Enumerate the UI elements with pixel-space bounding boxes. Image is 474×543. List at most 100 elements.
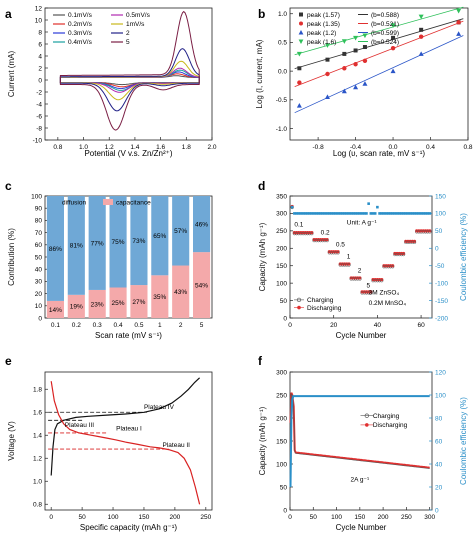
chart-d-point-efficiency (336, 212, 340, 215)
chart-d-rate-label: 5 (366, 282, 370, 289)
chart-d-point-efficiency (310, 212, 314, 215)
chart-d-point-efficiency (325, 212, 329, 215)
chart-f-y2tick-label: 40 (435, 461, 443, 468)
chart-d-point-charge (401, 252, 406, 257)
chart-e-ytick-label: 1.6 (33, 410, 42, 417)
chart-d-point-efficiency (303, 212, 307, 215)
chart-d-point-efficiency (345, 212, 349, 215)
chart-f-legend-label: Discharging (373, 422, 408, 429)
chart-a-plot-frame (44, 7, 213, 141)
chart-c-xtick-label: 0.3 (93, 322, 102, 329)
chart-b-point (362, 58, 368, 63)
chart-e-plateau-label: Plateau IV (144, 404, 175, 411)
chart-d-point-efficiency (369, 212, 373, 215)
chart-b-x-axis-label: Log (υ, scan rate, mV s⁻¹) (333, 149, 426, 158)
chart-c-data-label: 81% (70, 243, 83, 250)
chart-b-point (353, 62, 358, 67)
chart-f-xtick-label: 250 (401, 514, 412, 521)
chart-d-point-efficiency (317, 212, 320, 215)
chart-b-xtick-label: 0.8 (463, 144, 472, 151)
chart-f-discharge-line (289, 392, 430, 469)
chart-d-point-efficiency (417, 212, 421, 215)
chart-f: 0 50 100 150 200 250 3000501001502002503000204… (258, 369, 468, 532)
chart-c-xtick-label: 0.5 (134, 322, 143, 329)
chart-d-point-efficiency (395, 212, 399, 215)
chart-b-ytick-label: 0.5 (278, 40, 287, 47)
chart-c-xtick-label: 0.4 (114, 322, 123, 329)
chart-a-ytick-label: -10 (33, 137, 43, 144)
chart-d-point-efficiency (319, 212, 322, 215)
chart-a-x-axis-label: Potential (V v.s. Zn/Zn²⁺) (84, 149, 172, 158)
chart-b-fit-line (294, 18, 464, 70)
chart-e-xtick-label: 0 (49, 514, 53, 521)
chart-a-ytick-label: 4 (38, 53, 42, 60)
chart-a-xtick-label: 1.2 (105, 144, 114, 151)
chart-b-point (456, 31, 462, 36)
chart-d-point-charge (358, 277, 362, 281)
chart-b-fit-line (294, 35, 464, 114)
chart-c-bar-capacitance (130, 285, 148, 318)
chart-b-fit-line (294, 20, 464, 87)
chart-d-point-charge (428, 230, 432, 234)
chart-c-data-label: 19% (70, 304, 83, 311)
chart-a-xtick-label: 1.0 (79, 144, 88, 151)
chart-d-point-efficiency (387, 212, 390, 215)
chart-a-legend-label: 0.1mV/s (68, 12, 93, 19)
chart-d-point-efficiency (321, 212, 325, 215)
chart-a-y-axis-label: Current (mA) (7, 51, 16, 98)
chart-d-point-efficiency (367, 202, 370, 205)
chart-f-y2tick-label: 80 (435, 415, 443, 422)
chart-a-series-line (59, 71, 200, 90)
chart-a-legend-label: 5 (126, 39, 130, 46)
chart-d-rate-label: 0.5 (336, 242, 345, 249)
chart-d-point-efficiency (424, 212, 427, 215)
chart-b-point (325, 57, 330, 62)
chart-b-legend-fit-label: (b=0.599) (371, 30, 399, 37)
chart-d-point-discharge (428, 229, 432, 233)
chart-b-ytick-label: -0.5 (276, 97, 288, 104)
chart-f-x-axis-label: Cycle Number (336, 523, 387, 532)
chart-f-ytick-label: 150 (276, 438, 287, 445)
chart-b-ytick-label: -1.0 (276, 126, 288, 133)
chart-a-ytick-label: -8 (36, 125, 42, 132)
chart-b-plot-frame (289, 7, 469, 141)
chart-c-ytick-label: 30 (35, 279, 43, 286)
chart-a-legend-label: 0.3mV/s (68, 30, 93, 37)
chart-e-xtick-label: 100 (108, 514, 119, 521)
chart-b-legend-label: peak (1.35) (307, 21, 340, 28)
chart-c-ytick-label: 20 (35, 291, 43, 298)
chart-d-point-efficiency (290, 205, 294, 209)
chart-b-ytick-label: 1.0 (278, 11, 287, 18)
chart-a-ytick-label: 12 (35, 5, 43, 12)
chart-e-xtick-label: 250 (200, 514, 211, 521)
chart-d-electrolyte-label: 0.2M MnSO₄ (369, 300, 407, 307)
chart-f-ytick-label: 0 (283, 507, 287, 514)
chart-d-ytick-label: 250 (276, 228, 287, 235)
chart-c-bar-diffusion (88, 196, 106, 290)
chart-b-xtick-label: 0.0 (389, 144, 398, 151)
chart-b-point (296, 102, 302, 108)
chart-e-y-axis-label: Voltage (V) (7, 421, 16, 461)
chart-a-xtick-label: 2.0 (207, 144, 216, 151)
chart-f-y2tick-label: 100 (435, 392, 446, 399)
chart-a-ytick-label: 6 (38, 41, 42, 48)
chart-d-point-charge (391, 265, 395, 269)
chart-d-point-efficiency (301, 212, 305, 215)
chart-d-point-efficiency (356, 212, 360, 215)
chart-e-xtick-label: 150 (139, 514, 150, 521)
chart-c-data-label: 27% (132, 299, 145, 306)
chart-d-point-efficiency (341, 212, 344, 215)
chart-b-point (324, 43, 330, 48)
chart-c-data-label: 75% (112, 239, 125, 246)
chart-d-ytick-label: 200 (276, 246, 287, 253)
chart-d-point-efficiency (358, 212, 362, 215)
chart-c-ytick-label: 40 (35, 267, 43, 274)
chart-d-point-efficiency (408, 212, 412, 215)
chart-a-legend-label: 0.4mV/s (68, 39, 93, 46)
chart-f-ytick-label: 300 (276, 369, 287, 376)
chart-a-ytick-label: 10 (35, 17, 43, 24)
chart-a-ytick-label: -2 (36, 89, 42, 96)
chart-d-point-efficiency (391, 212, 394, 215)
chart-a-legend-label: 0.2mV/s (68, 21, 93, 28)
chart-b-legend-label: peak (1.6) (307, 39, 336, 46)
